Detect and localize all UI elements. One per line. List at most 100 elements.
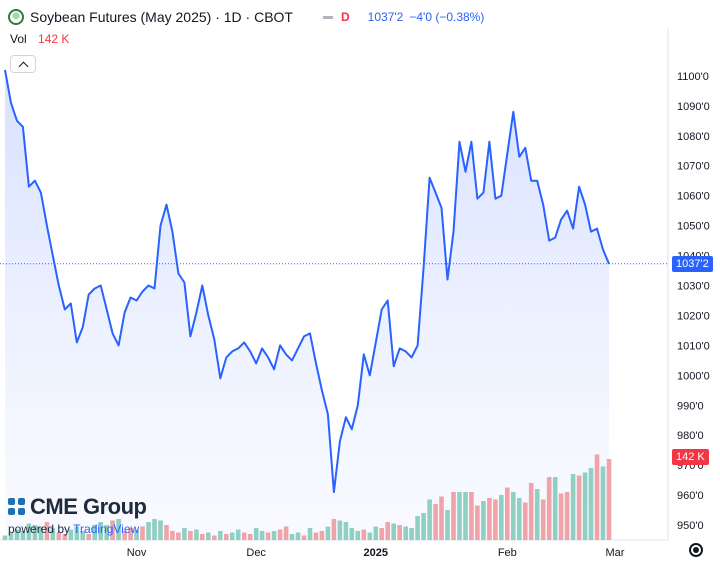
y-tick-label: 1090'0 (677, 101, 710, 113)
volume-bar (433, 504, 438, 540)
y-tick-label: 1080'0 (677, 131, 710, 143)
minus-icon (323, 15, 333, 19)
y-tick-label: 980'0 (677, 430, 704, 442)
volume-bar (104, 525, 109, 540)
volume-bar (224, 534, 229, 540)
chart-legend: Soybean Futures (May 2025) · 1D · CBOT D… (8, 6, 484, 28)
volume-bar (295, 532, 301, 540)
volume-bar (313, 532, 319, 540)
price-axis-volume-tag: 142 K (672, 449, 709, 465)
volume-bar (265, 532, 271, 540)
volume-bar (26, 523, 32, 540)
volume-bar (349, 528, 355, 540)
volume-bar (301, 535, 307, 540)
volume-bar (481, 501, 486, 540)
volume-bar (68, 529, 74, 540)
y-tick-label: 1050'0 (677, 221, 710, 233)
price-change: −4'0 (−0.38%) (409, 10, 485, 24)
volume-bar (50, 528, 56, 540)
volume-bar (170, 531, 175, 540)
volume-bar (469, 492, 474, 540)
timeframe-flag: D (341, 10, 350, 24)
volume-bar (146, 522, 151, 540)
volume-bar (493, 499, 498, 540)
volume-bar (212, 535, 217, 540)
symbol-title[interactable]: Soybean Futures (May 2025) · 1D · CBOT (30, 9, 293, 25)
volume-value: 142 K (38, 32, 70, 46)
volume-bar (271, 531, 277, 540)
volume-legend: Vol 142 K (10, 32, 69, 46)
volume-bar (152, 519, 157, 540)
volume-bar (606, 459, 612, 540)
volume-bar (397, 525, 402, 540)
collapse-legend-button[interactable] (10, 55, 36, 73)
volume-bar (511, 492, 516, 540)
x-tick-label: 2025 (364, 547, 388, 559)
volume-bar (475, 505, 480, 540)
volume-bar (182, 528, 187, 540)
volume-bar (283, 526, 289, 540)
volume-bar (176, 532, 181, 540)
price-area (5, 69, 609, 541)
price-axis-last-price-tag: 1037'2 (672, 255, 713, 272)
price-line (4, 69, 610, 494)
volume-bar (116, 519, 121, 540)
volume-bar (62, 534, 68, 540)
volume-bar (158, 520, 163, 540)
y-tick-label: 1070'0 (677, 161, 710, 173)
cme-brand: CME Group (30, 494, 147, 519)
y-tick-label: 960'0 (677, 490, 704, 502)
volume-bar (319, 531, 325, 540)
y-tick-label: 950'0 (677, 520, 704, 532)
volume-bar (534, 489, 540, 540)
settings-icon[interactable] (689, 543, 703, 557)
volume-bar (540, 499, 546, 540)
cme-globe-icon (8, 498, 26, 516)
volume-bar (367, 532, 373, 540)
volume-bar (38, 526, 44, 540)
volume-bar (277, 529, 283, 540)
volume-bar (343, 522, 349, 540)
volume-bar (457, 492, 462, 540)
volume-bar (445, 510, 450, 540)
volume-bar (218, 531, 223, 540)
volume-bar (385, 522, 390, 540)
volume-bar (546, 477, 552, 540)
volume-bar (505, 487, 510, 540)
volume-bar (200, 534, 205, 540)
volume-bar (564, 492, 570, 540)
volume-bar (122, 531, 127, 540)
volume-bar (307, 528, 313, 540)
volume-bar (44, 522, 50, 540)
volume-bar (558, 493, 564, 540)
volume-label: Vol (10, 32, 27, 46)
volume-bar (229, 532, 235, 540)
volume-bar (92, 525, 97, 540)
soybean-logo-icon (8, 9, 24, 25)
last-price: 1037'2 (367, 10, 404, 24)
volume-bar (2, 535, 8, 540)
volume-bar (325, 526, 331, 540)
x-tick-label: Nov (127, 547, 147, 559)
volume-bar (80, 531, 85, 540)
volume-bar (32, 525, 38, 540)
volume-bar (355, 531, 361, 540)
chevron-up-icon (18, 61, 28, 71)
volume-bar (451, 492, 456, 540)
volume-bar (194, 529, 199, 540)
volume-bar (600, 466, 606, 540)
volume-bar (259, 531, 265, 540)
volume-bar (86, 534, 91, 540)
volume-bar (576, 475, 582, 540)
volume-bar (14, 529, 20, 540)
volume-bar (337, 520, 343, 540)
y-tick-label: 1030'0 (677, 281, 710, 293)
volume-bar (499, 495, 504, 540)
volume-bar (391, 523, 396, 540)
cme-logo: CME Group (8, 494, 147, 520)
volume-bar (241, 532, 247, 540)
volume-bar (421, 513, 426, 540)
volume-bar (427, 499, 432, 540)
